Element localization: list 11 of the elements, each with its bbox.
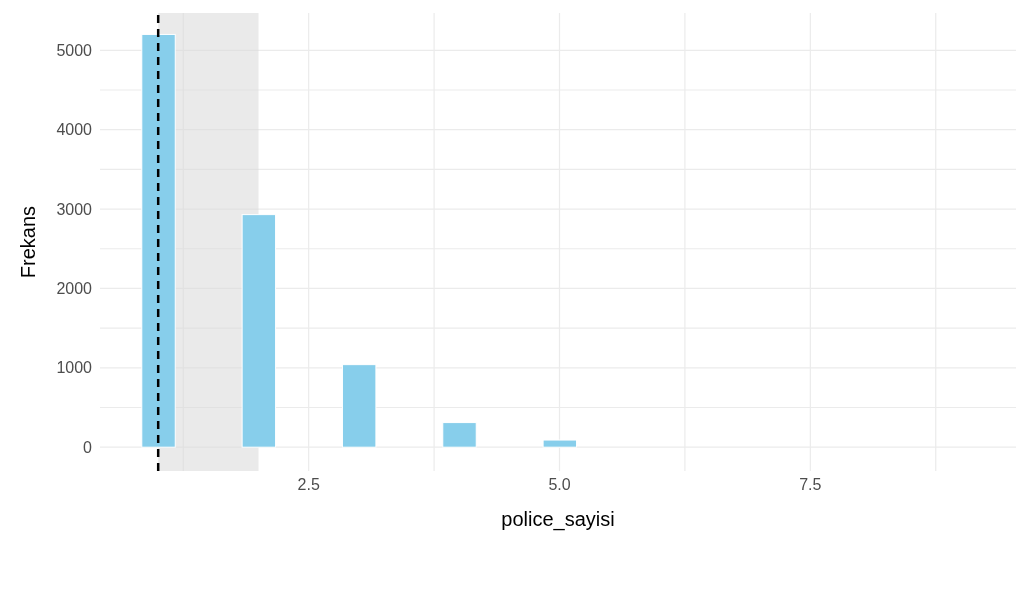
x-axis-title: police_sayisi [501,508,615,531]
x-tick-label: 7.5 [799,476,822,494]
x-tick-label: 5.0 [548,476,571,494]
x-tick-label: 2.5 [297,476,320,494]
y-tick-label: 0 [83,438,93,456]
y-tick-label: 5000 [56,41,93,59]
y-tick-label: 1000 [56,359,93,377]
y-tick-label: 3000 [56,200,93,218]
y-tick-label: 4000 [56,121,93,139]
y-tick-label: 2000 [56,280,93,298]
y-axis-title: Frekans [17,205,40,279]
